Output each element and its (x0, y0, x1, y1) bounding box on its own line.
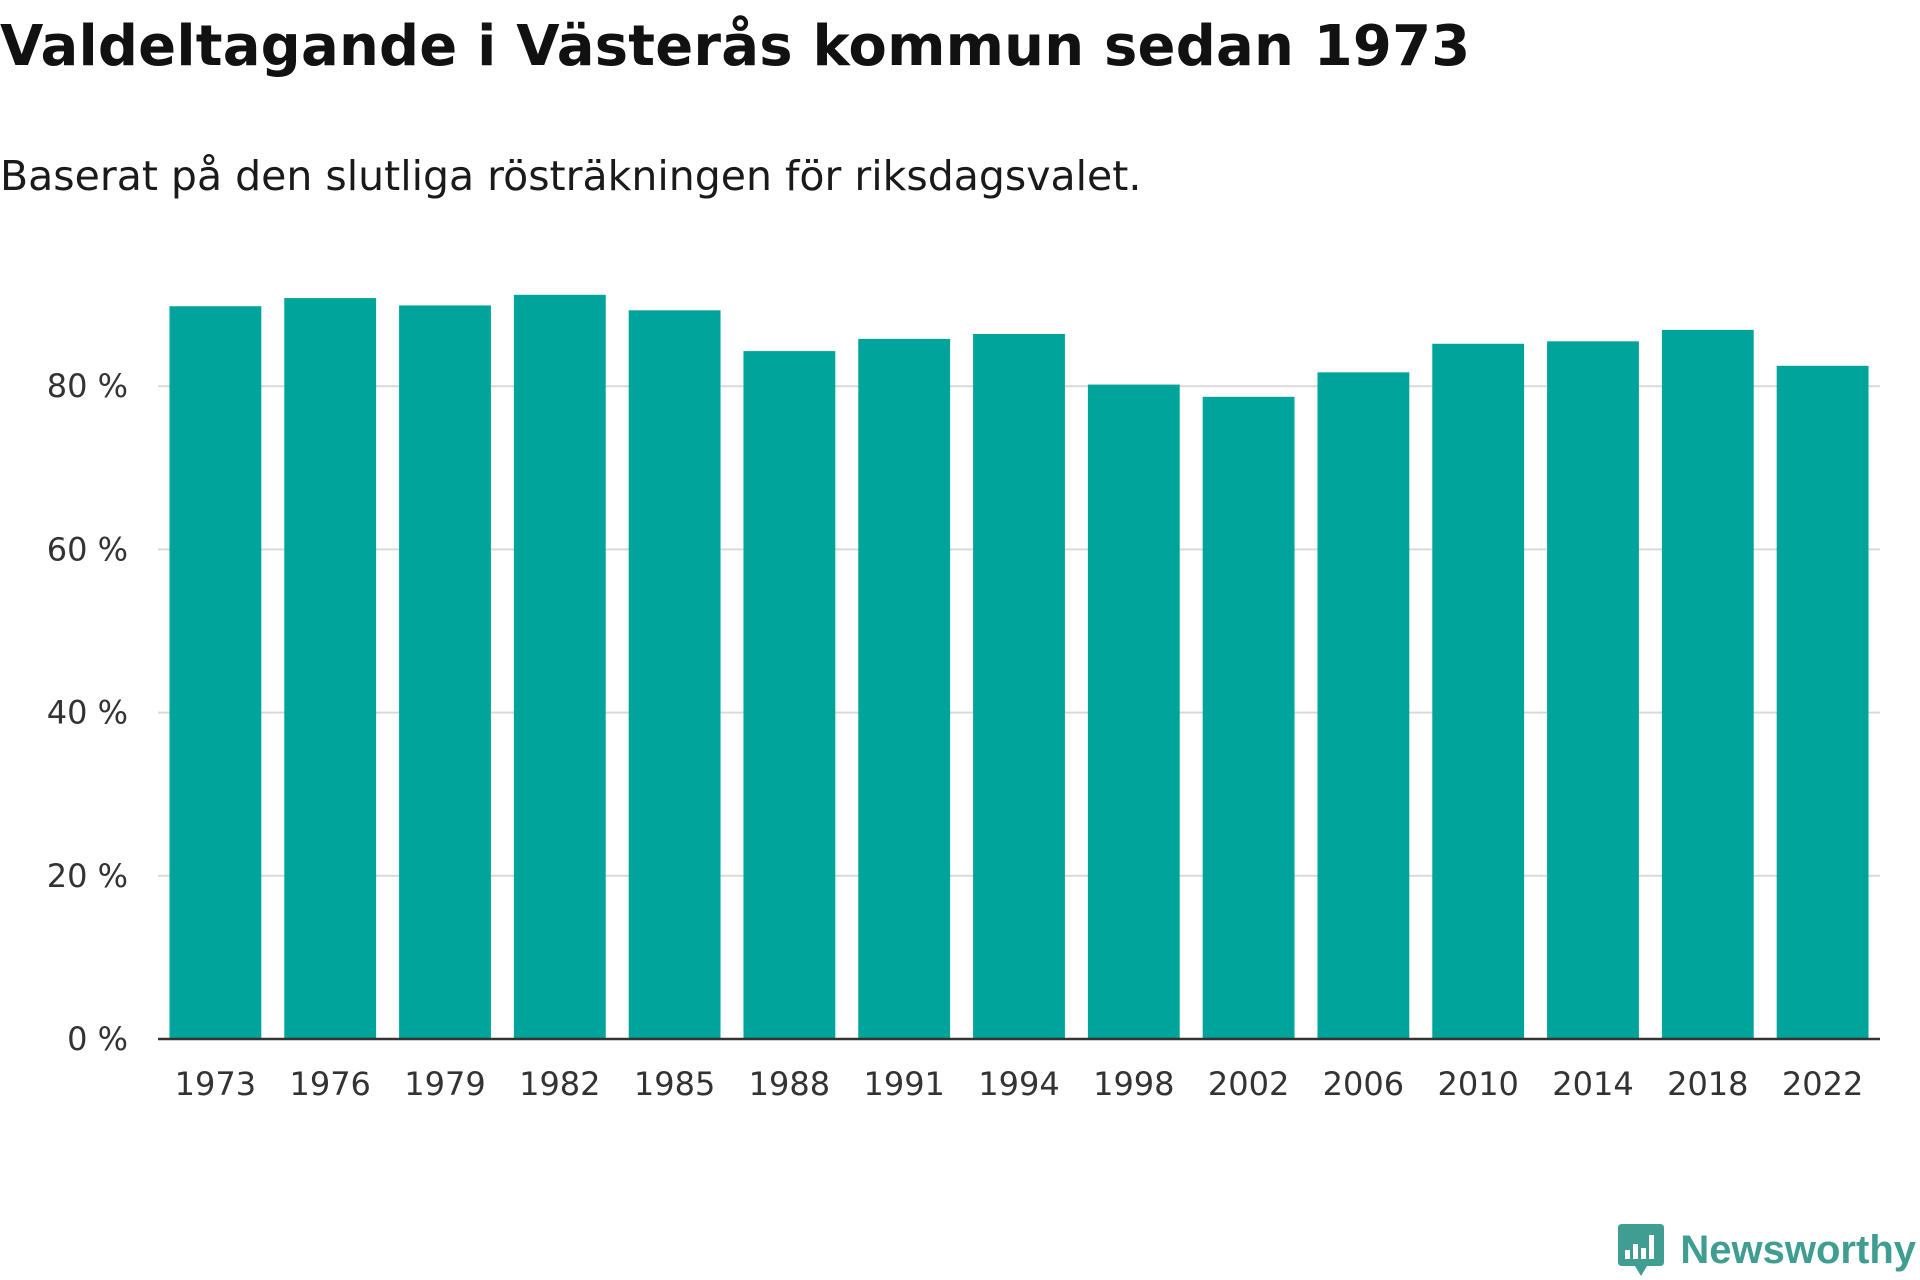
x-tick-label: 2022 (1782, 1065, 1863, 1103)
bar-1998 (1087, 384, 1180, 1039)
y-tick-label: 80 % (47, 367, 128, 405)
x-tick-label: 2014 (1552, 1065, 1633, 1103)
brand-name: Newsworthy (1680, 1227, 1916, 1272)
newsworthy-logo: Newsworthy (1616, 1222, 1916, 1278)
bar-2010 (1432, 343, 1525, 1039)
y-axis-ticks: 0 % 20 % 40 % 60 % 80 % (47, 367, 128, 1058)
x-tick-label: 1976 (289, 1065, 370, 1103)
bar-1973 (169, 306, 262, 1039)
y-tick-label: 0 % (67, 1020, 128, 1058)
bar-1994 (973, 333, 1065, 1039)
bars (169, 294, 1869, 1040)
bar-1976 (284, 298, 377, 1039)
bar-2022 (1776, 365, 1869, 1039)
bar-2006 (1317, 372, 1410, 1039)
x-tick-label: 1979 (404, 1065, 485, 1103)
bar-2014 (1547, 341, 1639, 1039)
x-tick-label: 2006 (1323, 1065, 1404, 1103)
chart-subtitle: Baserat på den slutliga rösträkningen fö… (0, 152, 1142, 200)
bar-2018 (1661, 329, 1754, 1039)
bar-1988 (743, 351, 836, 1039)
x-tick-label: 1985 (634, 1065, 715, 1103)
bar-1979 (399, 305, 491, 1039)
bar-1982 (513, 294, 606, 1040)
chart-title: Valdeltagande i Västerås kommun sedan 19… (0, 14, 1471, 79)
bar-2002 (1202, 396, 1295, 1040)
x-tick-label: 2010 (1437, 1065, 1518, 1103)
bar-chart-speech-bubble-icon (1618, 1224, 1665, 1276)
y-tick-label: 20 % (47, 857, 128, 895)
x-tick-label: 2018 (1667, 1065, 1748, 1103)
bar-1985 (628, 310, 721, 1039)
x-tick-label: 1982 (519, 1065, 600, 1103)
bar-1991 (858, 338, 951, 1039)
y-tick-label: 40 % (47, 694, 128, 732)
x-tick-label: 1994 (978, 1065, 1059, 1103)
y-tick-label: 60 % (47, 530, 128, 568)
x-tick-label: 1998 (1093, 1065, 1174, 1103)
x-tick-label: 2002 (1208, 1065, 1289, 1103)
x-tick-label: 1973 (175, 1065, 256, 1103)
x-tick-label: 1991 (863, 1065, 944, 1103)
x-axis-ticks: 1973 1976 1979 1982 1985 1988 1991 1994 1998 2002… (175, 1065, 1864, 1103)
x-tick-label: 1988 (749, 1065, 830, 1103)
